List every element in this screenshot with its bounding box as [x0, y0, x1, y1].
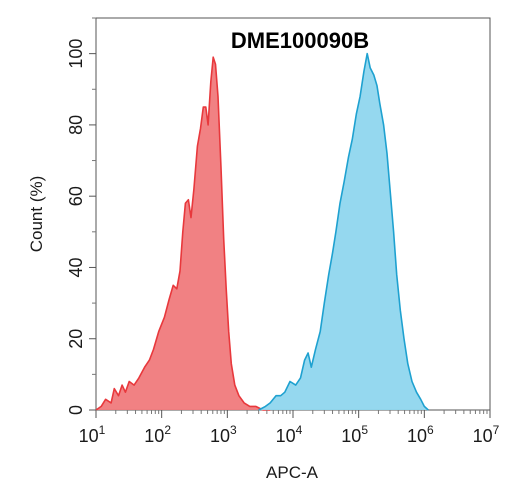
x-tick-label: 105 — [341, 423, 368, 446]
y-tick-label: 0 — [66, 405, 86, 415]
series-2-area — [258, 53, 429, 410]
x-tick-label: 104 — [276, 423, 303, 446]
plot-area — [95, 17, 491, 411]
chart-title: DME100090B — [231, 28, 369, 53]
x-tick-label: 102 — [144, 423, 171, 446]
axes: 101 102 103 104 105 106 107 0 20 40 60 80 100 — [66, 17, 500, 446]
x-tick-label: 106 — [407, 423, 434, 446]
y-tick-label: 20 — [66, 329, 86, 349]
y-axis-title: Count (%) — [27, 176, 46, 253]
y-tick-label: 80 — [66, 115, 86, 135]
y-tick-label: 40 — [66, 257, 86, 277]
x-tick-label: 103 — [210, 423, 237, 446]
series-2-line — [258, 52, 429, 411]
y-tick-label: 100 — [66, 39, 86, 69]
x-axis-title: APC-A — [266, 463, 319, 482]
x-tick-label: 107 — [473, 423, 500, 446]
x-tick-label: 101 — [79, 423, 106, 446]
series-layer — [95, 52, 429, 411]
y-tick-label: 60 — [66, 186, 86, 206]
series-1-line — [95, 56, 271, 411]
